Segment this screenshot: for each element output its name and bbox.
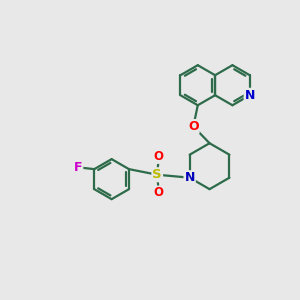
Text: S: S (152, 168, 162, 181)
Text: O: O (188, 120, 199, 133)
Text: N: N (184, 171, 195, 184)
Text: O: O (154, 187, 164, 200)
Text: N: N (244, 89, 255, 102)
Text: F: F (74, 161, 82, 174)
Text: O: O (154, 150, 164, 163)
